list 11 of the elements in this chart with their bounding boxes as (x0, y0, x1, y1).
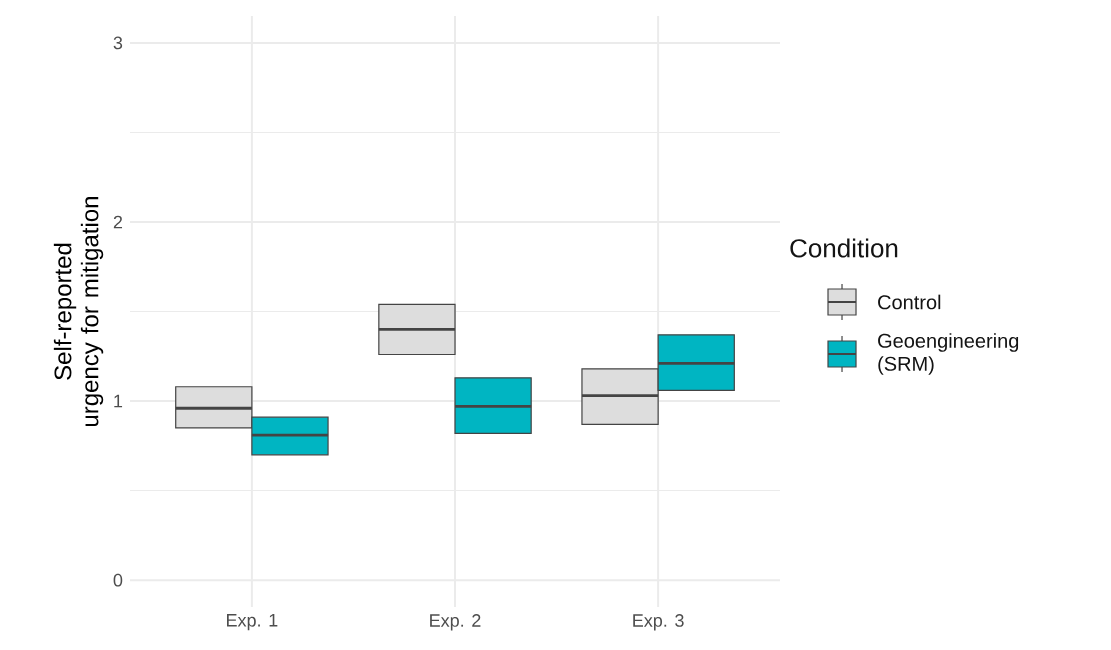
legend-label: Geoengineering (SRM) (878, 333, 1019, 375)
y-tick-label: 0 (113, 573, 123, 587)
y-axis-title: Self-reported urgency for mitigation (53, 197, 104, 427)
x-tick-label: Exp. 3 (633, 614, 684, 631)
x-tick-label: Exp. 2 (430, 614, 481, 631)
y-tick-label: 1 (114, 394, 123, 408)
legend-title: Condition (790, 238, 898, 258)
y-tick-label: 2 (113, 215, 123, 229)
x-tick-label: Exp. 1 (227, 614, 278, 631)
y-tick-label: 3 (113, 36, 123, 50)
legend-label: Control (878, 294, 941, 310)
